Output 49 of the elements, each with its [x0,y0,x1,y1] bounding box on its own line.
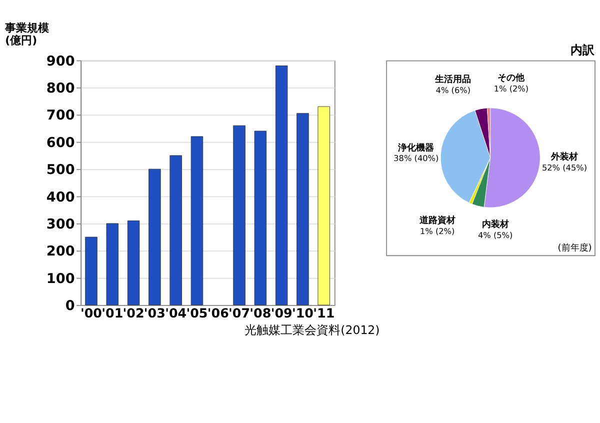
x-tick-label: '10 [292,305,314,320]
y-axis-title: 事業規模 (億円) [4,21,50,47]
x-tick-label: '01 [102,305,124,320]
y-tick-label: 600 [46,134,75,151]
slice-label: 道路資材 [418,215,456,226]
y-tick-label: 0 [65,298,75,314]
bar [106,223,119,306]
text: 光触媒工業会資料(2012) [244,323,380,338]
bar [190,136,204,306]
data-label: 4% (6%) [436,84,471,95]
bar [127,220,140,306]
slice-label: 生活用品 [434,74,472,86]
x-tick-label: '11 [313,305,335,320]
bar [275,66,288,306]
bar [233,125,246,306]
data-label: 1% (2%) [420,226,455,236]
data-label: 52% (45%) [542,162,588,173]
y-tick-label: 300 [46,216,75,232]
x-tick-label: '02 [122,305,144,320]
slice-label: 外装材 [550,152,578,163]
x-tick-label: '06 [207,305,230,320]
data-label: 38% (40%) [394,153,439,164]
bar [254,130,267,306]
text: (前年度) [558,242,592,254]
bar [296,113,309,306]
x-tick-label: '05 [186,305,208,320]
x-tick-label: '04 [165,305,187,320]
x-tick-label: '03 [144,305,166,320]
y-tick-label: 500 [46,162,75,178]
y-tick-label: 800 [46,80,75,96]
y-tick-label: 100 [46,270,75,287]
bar [170,155,182,306]
y-tick-label: 200 [46,244,75,260]
data-label: 4% (5%) [478,230,513,240]
slice-label: 浄化機器 [397,142,434,154]
y-tick-label: 900 [46,53,75,70]
data-label: 1% (2%) [494,84,529,94]
slice-label: 内装材 [482,219,509,230]
chart-title: 内訳 [570,42,596,57]
bar [148,168,161,306]
y-tick-label: 700 [46,108,75,124]
bar [318,106,330,306]
x-tick-label: '07 [228,305,250,320]
slice-label: その他 [498,72,526,84]
bar [85,236,98,306]
x-tick-label: '00 [80,305,102,320]
y-tick-label: 400 [46,189,75,206]
x-tick-label: '08 [250,305,272,320]
x-tick-label: '09 [270,305,292,320]
